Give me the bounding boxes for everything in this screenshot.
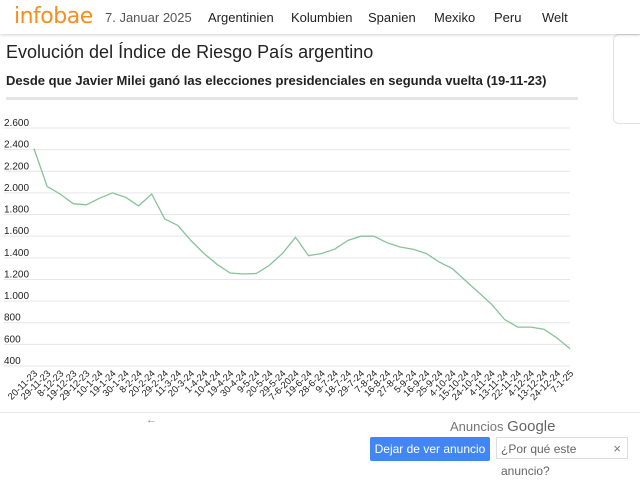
ad-label: Anuncios Google [450,418,555,435]
why-this-ad-button[interactable]: ¿Por qué este anuncio? × [496,437,628,478]
nav-item-mexiko[interactable]: Mexiko [434,10,476,25]
y-tick-label: 1.400 [4,248,29,259]
top-navigation-bar: infobae 7. Januar 2025 Argentinien Kolum… [0,0,640,34]
y-tick-label: 600 [4,334,21,345]
y-tick-label: 2.200 [4,161,29,172]
y-axis-ticks: 2.600 2.400 2.200 2.000 1.800 1.600 1.400 1.200… [4,118,29,367]
chart-title: Evolución del Índice de Riesgo País arge… [6,42,374,62]
y-tick-label: 800 [4,313,21,324]
ad-back-arrow-icon[interactable]: ← [146,414,157,426]
y-tick-label: 1.600 [4,226,29,237]
y-tick-label: 1.000 [4,291,29,302]
y-tick-label: 1.200 [4,269,29,280]
x-axis-ticks: 20-11-2329-11-238-12-2319-12-2329-12-231… [6,368,576,403]
nav-item-peru[interactable]: Peru [494,10,522,25]
ad-label-prefix: Anuncios [450,419,504,434]
y-tick-label: 2.400 [4,140,29,151]
nav-item-welt[interactable]: Welt [542,10,568,25]
y-tick-label: 1.800 [4,205,29,216]
infobae-logo[interactable]: infobae [14,4,93,29]
side-ad-panel [613,34,640,124]
chart-subtitle: Desde que Javier Milei ganó las eleccion… [6,73,547,88]
nav-item-spanien[interactable]: Spanien [368,10,416,25]
nav-item-kolumbien[interactable]: Kolumbien [291,10,353,25]
y-tick-label: 400 [4,356,21,367]
series-line-riesgo-pais [33,148,571,350]
header-date: 7. Januar 2025 [105,10,192,25]
chart-grid [4,127,570,367]
nav-item-argentinien[interactable]: Argentinien [208,10,274,25]
why-this-ad-label: ¿Por qué este anuncio? [501,442,577,478]
stop-seeing-ad-button[interactable]: Dejar de ver anuncio [370,437,490,461]
y-tick-label: 2.000 [4,183,29,194]
close-icon[interactable]: × [613,441,621,456]
y-tick-label: 2.600 [4,118,29,129]
title-divider [6,97,578,100]
ad-label-brand: Google [507,418,556,435]
risk-index-line-chart: 2.600 2.400 2.200 2.000 1.800 1.600 1.400 1.200… [4,118,576,403]
